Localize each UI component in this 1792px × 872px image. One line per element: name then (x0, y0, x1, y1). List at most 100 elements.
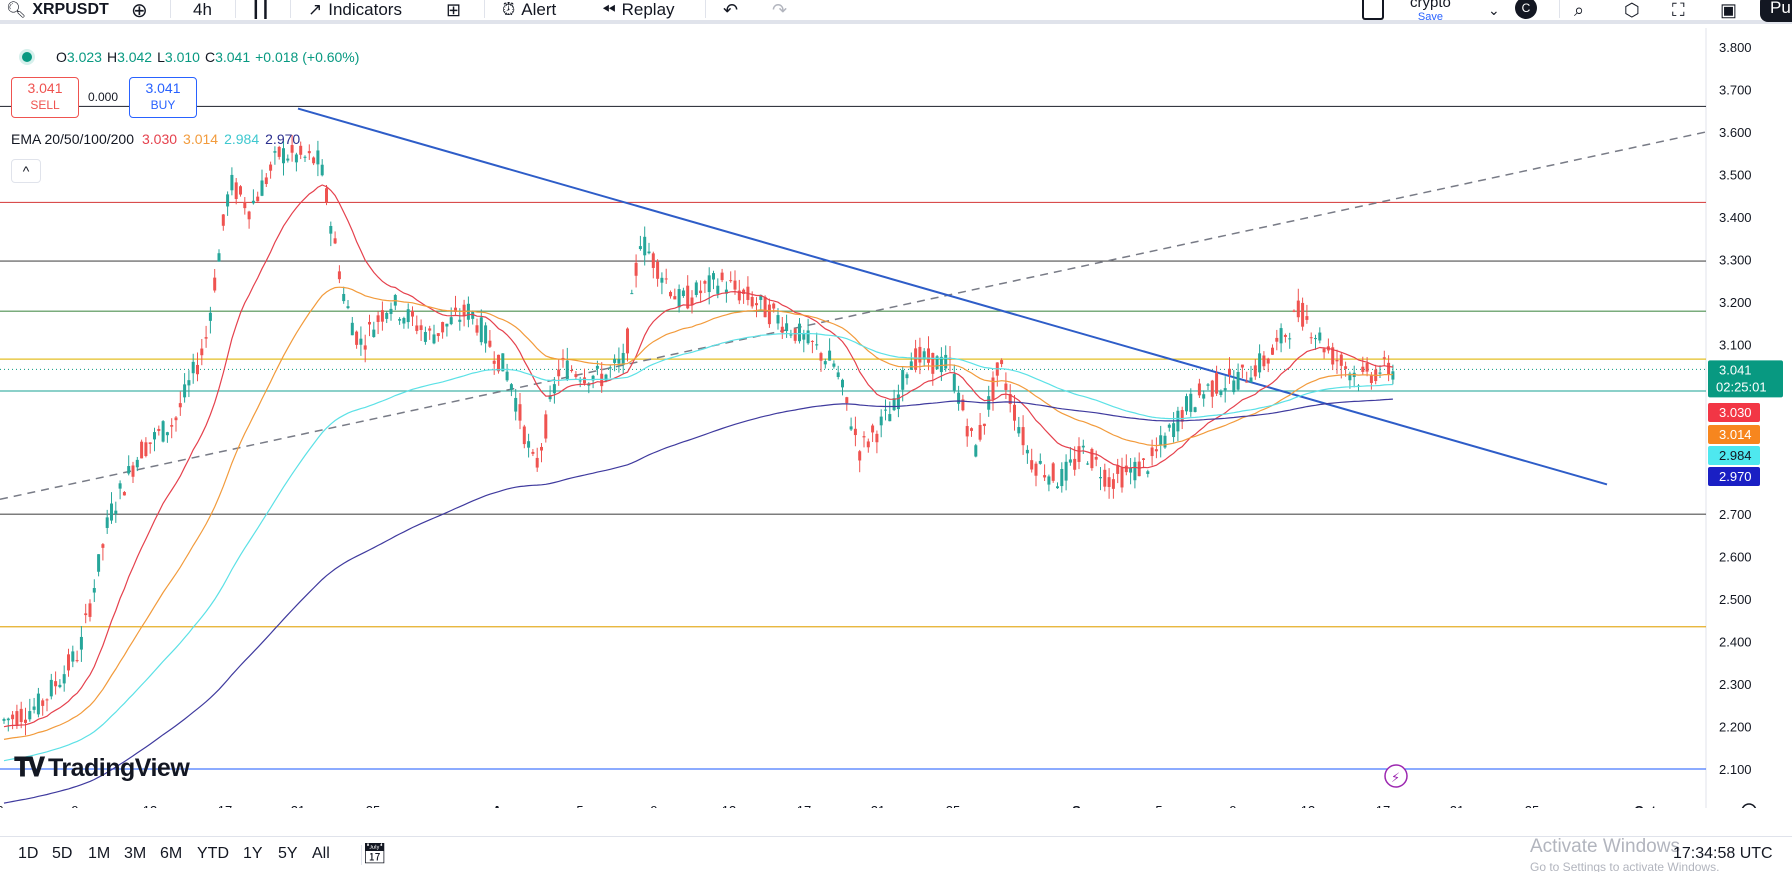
settings-icon[interactable]: ⬡ (1624, 0, 1640, 20)
descending-trendline[interactable] (297, 107, 1608, 486)
publish-button[interactable]: Pu (1760, 0, 1792, 22)
candle-body (1090, 448, 1094, 469)
ema100-line[interactable] (3, 332, 1393, 762)
candle-body (991, 377, 995, 400)
candle-body (544, 414, 548, 439)
range-button-5d[interactable]: 5D (52, 845, 73, 862)
search-icon: 🔍︎ (6, 2, 27, 19)
ema50-line[interactable] (3, 286, 1393, 740)
candle-body (398, 319, 402, 321)
range-button-6m[interactable]: 6M (160, 845, 183, 862)
dashed-trendline[interactable] (0, 131, 1707, 501)
ema-legend[interactable]: EMA 20/50/100/200 3.030 3.014 2.984 2.970 (11, 131, 300, 147)
calendar-icon[interactable]: 📅︎ (362, 843, 388, 865)
camera-icon[interactable]: ▣ (1720, 0, 1738, 20)
candle-body (1142, 458, 1145, 460)
candles-icon[interactable]: ┃┃ (251, 2, 271, 19)
candle-body (1008, 393, 1012, 404)
candle-body (1051, 463, 1055, 481)
candle-body (608, 367, 612, 369)
fullscreen-icon[interactable]: ⛶ (1672, 0, 1685, 20)
time-tick-label: 5 (1155, 803, 1162, 808)
range-button-all[interactable]: All (312, 845, 330, 862)
event-marker-icon[interactable] (1384, 764, 1408, 788)
candle-body (939, 356, 943, 373)
candle-body (1271, 347, 1274, 355)
symbol-search[interactable]: 🔍︎ XRPUSDT (6, 0, 109, 20)
candle-body (230, 174, 234, 191)
candle-body (1314, 338, 1317, 340)
price-tick-label: 2.200 (1719, 720, 1752, 735)
candle-body (497, 354, 500, 372)
candle-body (1344, 366, 1348, 369)
candle-body (1361, 366, 1365, 372)
alert-button[interactable]: ⏰︎ Alert (502, 0, 556, 20)
symbol-label: XRPUSDT (32, 1, 109, 18)
candle-body (905, 374, 909, 379)
candle-body (1137, 461, 1141, 477)
axis-settings-icon[interactable] (1741, 803, 1757, 808)
chevron-down-icon[interactable]: ⌄ (1488, 1, 1500, 18)
layouts-icon[interactable]: ⊞ (446, 0, 462, 20)
candle-body (239, 186, 242, 195)
replay-button[interactable]: ⏪︎ Replay (602, 0, 675, 20)
ema20-line[interactable] (3, 184, 1393, 728)
range-button-1m[interactable]: 1M (88, 845, 111, 862)
candle-body (1249, 377, 1253, 383)
range-button-1y[interactable]: 1Y (243, 845, 263, 862)
activate-windows-subtitle: Go to Settings to activate Windows. (1530, 860, 1720, 872)
candle-body (1245, 381, 1249, 383)
indicators-button[interactable]: ↗ Indicators (308, 0, 402, 20)
price-chart[interactable]: 3.800 3.700 3.600 3.500 3.400 3.300 3.200 3.100… (0, 28, 1792, 808)
buy-button[interactable]: 3.041 BUY (129, 77, 197, 118)
candle-body (1038, 460, 1042, 464)
candle-body (406, 309, 410, 323)
close-label: C (204, 49, 216, 65)
redo-icon[interactable]: ↷ (772, 0, 788, 20)
candle-body (982, 423, 986, 427)
candle-body (54, 681, 58, 687)
range-button-3m[interactable]: 3M (124, 845, 147, 862)
layout-save-button[interactable]: crypto Save (1410, 0, 1451, 24)
candle-body (165, 432, 169, 436)
candle-body (1064, 461, 1068, 481)
candle-body (574, 374, 578, 377)
price-tick-label: 3.600 (1719, 125, 1752, 140)
range-button-1d[interactable]: 1D (18, 845, 39, 862)
time-tick-label: 21 (871, 803, 885, 808)
indicators-icon: ↗ (308, 0, 323, 19)
candle-body (380, 310, 384, 322)
collapse-legend-button[interactable]: ^ (11, 159, 41, 183)
candle-body (316, 150, 320, 165)
candle-body (918, 346, 922, 363)
range-button-ytd[interactable]: YTD (197, 845, 229, 862)
candle-body (84, 613, 88, 616)
utc-clock[interactable]: 17:34:58 UTC (1673, 845, 1773, 862)
candle-body (875, 433, 879, 443)
ema-price-tag (1708, 446, 1760, 465)
candle-body (273, 151, 277, 153)
time-tick-label: 9 (71, 803, 78, 808)
undo-icon[interactable]: ↶ (723, 0, 739, 20)
candle-body (914, 348, 918, 370)
candle-body (570, 370, 574, 372)
candle-body (1030, 460, 1034, 470)
rewind-icon: ⏪︎ (602, 0, 616, 19)
candle-body (514, 397, 518, 412)
ema200-line[interactable] (3, 398, 1393, 804)
sell-button[interactable]: 3.041 SELL (11, 77, 79, 118)
interval-button[interactable]: 4h (193, 0, 212, 19)
time-tick-label: Sep (1072, 803, 1096, 808)
candle-body (411, 310, 414, 317)
chart-layout-icon[interactable] (1362, 0, 1384, 20)
candle-body (1107, 477, 1111, 487)
candle-body (144, 442, 148, 456)
range-button-5y[interactable]: 5Y (278, 845, 298, 862)
candle-body (67, 654, 70, 671)
magnifier-icon[interactable]: ⌕ (1574, 0, 1585, 20)
time-tick-label: 9 (1229, 803, 1236, 808)
compare-add-icon[interactable]: ⊕ (131, 0, 148, 22)
avatar[interactable]: C (1515, 0, 1537, 19)
candle-body (1077, 446, 1081, 462)
open-value: 3.023 (66, 49, 102, 65)
